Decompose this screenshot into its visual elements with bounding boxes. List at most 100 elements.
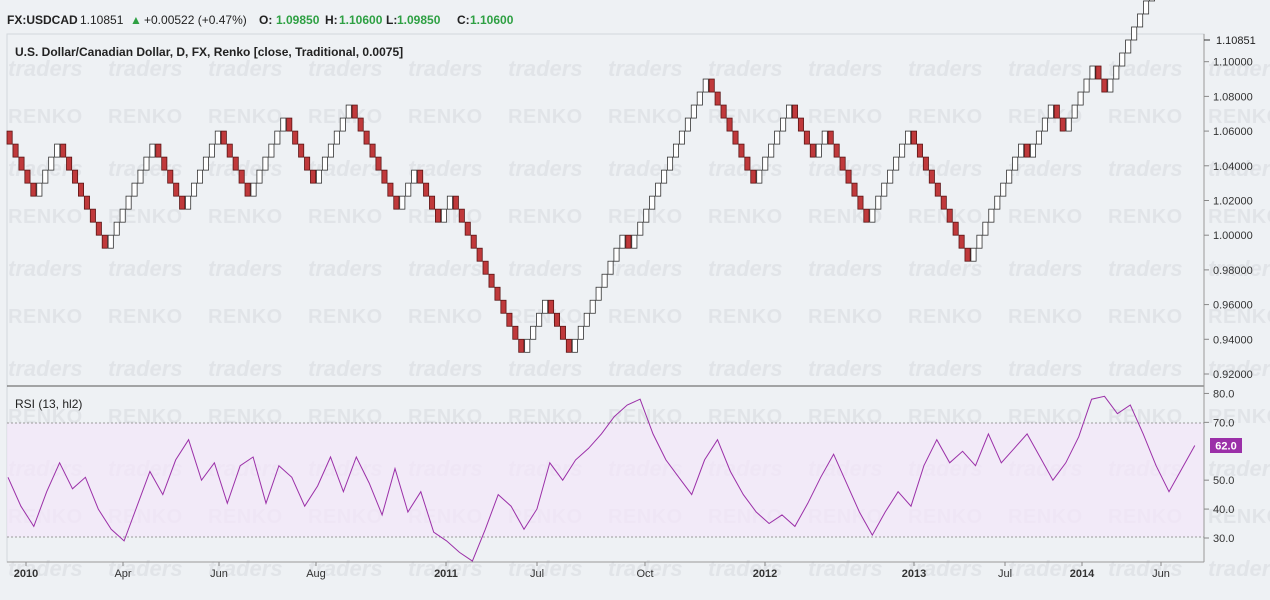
price-tick-label: 1.04000 [1213,161,1253,173]
renko-brick-up [667,156,674,171]
renko-brick-up [607,260,614,275]
renko-brick-up [887,169,894,184]
renko-brick-down [429,195,436,210]
renko-brick-down [863,208,870,223]
rsi-badge-label: 62.0 [1215,441,1236,453]
renko-brick-down [155,143,162,158]
renko-brick-up [905,130,912,145]
renko-brick-down [797,117,804,132]
renko-brick-up [256,169,263,184]
renko-brick-up [786,104,793,119]
renko-brick-down [1053,104,1060,119]
renko-brick-up [48,156,55,171]
low-label: L: [386,13,398,27]
renko-brick-up [1125,39,1132,54]
renko-brick-down [24,169,31,184]
time-tick-label: 2010 [14,568,38,580]
renko-brick-up [1065,117,1072,132]
renko-brick-up [702,78,709,93]
renko-brick-down [506,312,513,327]
renko-brick-up [42,169,49,184]
renko-brick-up [196,169,203,184]
rsi-badge-bg [1210,438,1242,453]
renko-brick-up [1041,117,1048,132]
renko-brick-down [161,156,168,171]
renko-brick-down [72,169,79,184]
renko-brick-up [536,312,543,327]
renko-brick-up [1083,78,1090,93]
renko-brick-down [1024,143,1031,158]
symbol-name[interactable]: FX:USDCAD [7,13,78,27]
renko-brick-down [803,130,810,145]
renko-brick-up [780,117,787,132]
time-tick-label: 2013 [902,568,926,580]
time-axis[interactable]: 2010 Apr Jun Aug 2011 Jul Oct 2012 2013 Jul 2014 Ju… [14,562,1170,580]
renko-bricks [6,0,1156,353]
high-value: 1.10600 [339,13,383,27]
renko-brick-up [1047,104,1054,119]
renko-brick-up [542,299,549,314]
renko-brick-up [655,182,662,197]
renko-brick-down [310,169,317,184]
price-axis[interactable]: 1.10000 1.08000 1.06000 1.04000 1.02000 1.000… [1204,57,1253,381]
renko-brick-up [696,91,703,106]
renko-brick-up [869,208,876,223]
renko-brick-down [518,338,525,353]
renko-brick-up [762,156,769,171]
renko-brick-up [530,325,537,340]
renko-brick-up [571,338,578,353]
renko-brick-down [911,130,918,145]
renko-brick-up [619,234,626,249]
renko-brick-down [744,156,751,171]
renko-brick-up [339,117,346,132]
renko-brick-up [446,195,453,210]
renko-brick-up [631,234,638,249]
low-value: 1.09850 [397,13,441,27]
renko-brick-down [470,234,477,249]
rsi-axis[interactable]: 80.0 70.0 50.0 40.0 30.0 [1204,388,1234,545]
renko-brick-down [244,182,251,197]
renko-brick-down [95,221,102,236]
time-tick-label: Apr [114,568,131,580]
renko-brick-up [1131,26,1138,41]
price-tick-label: 1.00000 [1213,230,1253,242]
renko-brick-up [774,130,781,145]
renko-brick-up [524,338,531,353]
renko-brick-down [940,195,947,210]
renko-brick-up [280,117,287,132]
renko-brick-down [363,130,370,145]
renko-brick-down [708,78,715,93]
renko-brick-down [357,117,364,132]
renko-brick-down [726,117,733,132]
renko-brick-down [434,208,441,223]
renko-brick-up [149,143,156,158]
price-tick-label: 1.02000 [1213,195,1253,207]
renko-brick-up [208,143,215,158]
last-price-label: 1.10851 [1216,35,1256,47]
renko-brick-up [1000,182,1007,197]
renko-brick-down [220,130,227,145]
renko-brick-down [30,182,37,197]
rsi-tick-label: 50.0 [1213,475,1234,487]
renko-brick-down [286,117,293,132]
renko-brick-up [1107,78,1114,93]
renko-brick-up [893,156,900,171]
renko-brick-up [185,195,192,210]
renko-brick-down [1101,78,1108,93]
renko-brick-up [1077,91,1084,106]
renko-brick-up [649,195,656,210]
renko-brick-down [83,195,90,210]
renko-brick-up [268,143,275,158]
renko-brick-up [881,182,888,197]
renko-brick-up [684,117,691,132]
renko-brick-down [916,143,923,158]
renko-brick-down [18,156,25,171]
renko-brick-down [964,247,971,262]
price-change: +0.00522 (+0.47%) [144,13,247,27]
renko-brick-down [226,143,233,158]
renko-brick-up [1012,156,1019,171]
price-tick-label: 1.08000 [1213,91,1253,103]
renko-brick-up [643,208,650,223]
renko-brick-up [333,130,340,145]
